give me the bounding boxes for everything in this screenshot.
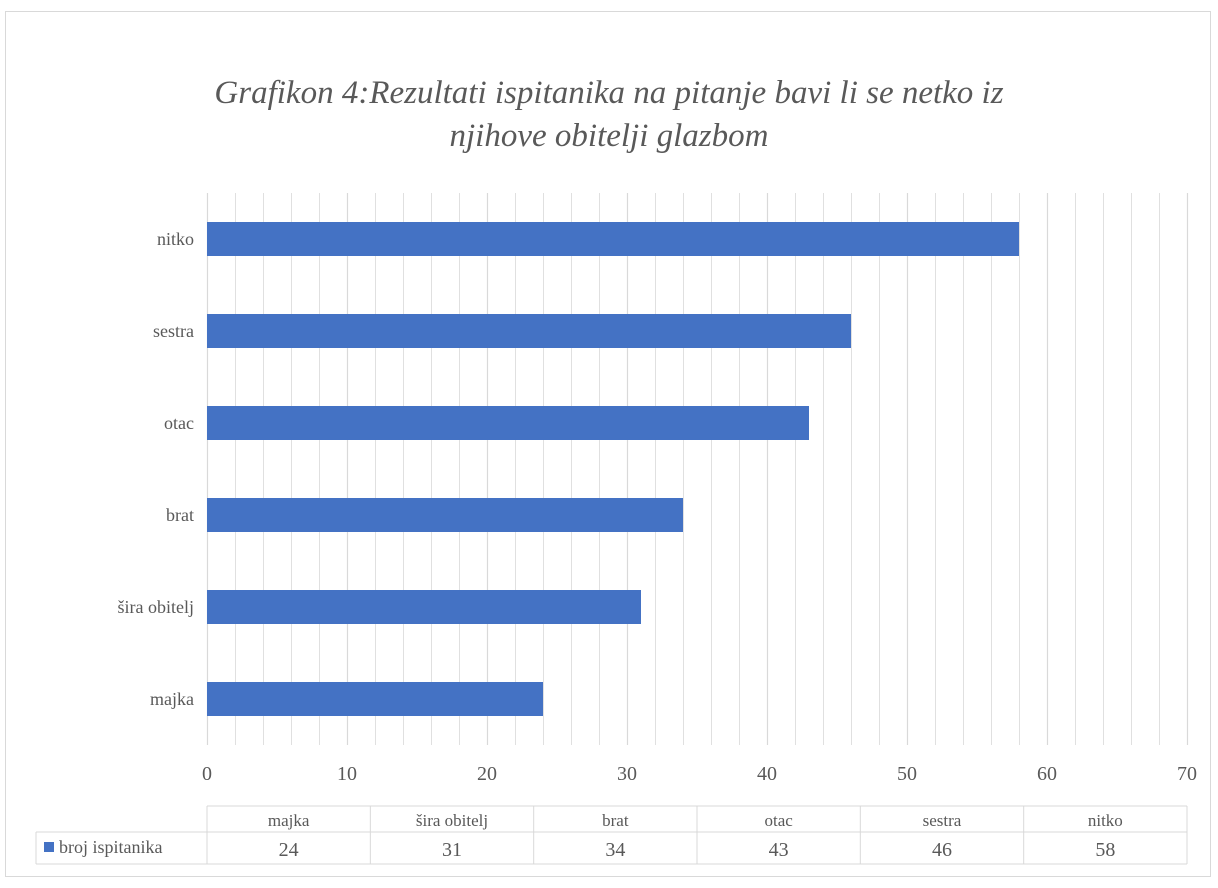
bar-1 [207,590,641,624]
x-tick-label: 40 [757,763,777,785]
chart-title-line-1: Grafikon 4:Rezultati ispitanika na pitan… [214,75,1004,111]
table-value-cell: 31 [442,839,462,861]
x-tick-label: 20 [477,763,497,785]
category-label: majka [150,689,194,709]
category-label: šira obitelj [118,597,194,617]
x-tick-label: 10 [337,763,357,785]
category-label: otac [164,413,194,433]
legend-series-name: broj ispitanika [59,837,162,857]
x-tick-label: 70 [1177,763,1197,785]
table-header-cell: otac [765,811,794,830]
table-header-cell: šira obitelj [416,811,488,830]
data-table: broj ispitanika majka 24 šira obitelj 31 brat… [35,805,1188,865]
table-value-cell: 46 [932,839,952,861]
table-value-cell: 58 [1095,839,1115,861]
grid-lines [206,193,1189,745]
chart-title: Grafikon 4:Rezultati ispitanika na pitan… [0,72,1218,158]
category-label: brat [166,505,194,525]
table-header-cell: majka [268,811,310,830]
x-tick-label: 60 [1037,763,1057,785]
bars [207,222,1019,716]
legend-swatch [44,842,54,852]
chart-frame [5,11,1211,877]
x-tick-label: 0 [202,763,212,785]
bar-4 [207,314,851,348]
table-value-cell: 34 [605,839,625,861]
table-value-cell: 43 [769,839,789,861]
x-tick-labels: 0 10 20 30 40 50 60 70 [202,763,1197,785]
table-header-cell: brat [602,811,629,830]
category-label: nitko [157,229,194,249]
bar-3 [207,406,809,440]
table-header-cell: sestra [923,811,962,830]
category-label: sestra [153,321,194,341]
bar-0 [207,682,543,716]
x-tick-label: 50 [897,763,917,785]
bar-2 [207,498,683,532]
x-tick-label: 30 [617,763,637,785]
category-labels: majka šira obitelj brat otac sestra nitko [118,229,194,709]
table-header-cell: nitko [1088,811,1123,830]
table-value-cell: 24 [279,839,299,861]
chart-title-line-2: njihove obitelji glazbom [449,118,769,154]
bar-5 [207,222,1019,256]
